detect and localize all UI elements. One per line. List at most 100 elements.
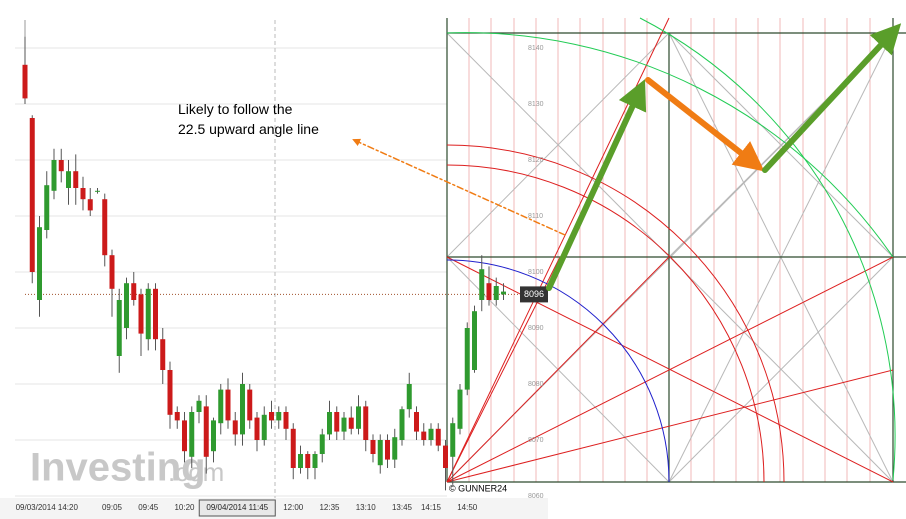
candle-body [87,199,93,211]
candle-body [37,227,42,300]
candle-body [153,288,158,340]
candle-body [247,389,253,421]
candle-body [276,412,282,421]
candle-body [443,445,448,468]
x-tick-label: 12:00 [283,503,304,512]
candle-body [298,454,303,468]
candle-body [73,171,79,188]
x-tick-label: 12:35 [319,503,340,512]
candle-body [116,300,122,356]
candle-body [232,420,238,435]
x-tick-label: 09:05 [102,503,123,512]
x-tick-label: 13:10 [356,503,377,512]
candle-body [29,118,35,272]
watermark-suffix: .com [168,457,224,487]
grid [15,47,447,497]
candle-body [370,440,376,454]
candle-body [254,417,260,440]
candle-body [189,412,195,457]
candle-body [334,412,340,432]
crosshair-label: 09/04/2014 11:45 [206,503,268,512]
y-tick-label: 8080 [528,381,544,388]
candle-body [414,412,419,432]
x-tick-label: 14:50 [457,503,478,512]
candle-body [66,171,71,188]
candle-body [399,409,405,440]
y-tick-label: 8100 [528,269,544,276]
candle-body [450,423,456,457]
candles [22,36,506,491]
candle-body [457,389,463,429]
arrows [352,23,902,291]
copyright: © GUNNER24 [449,483,507,493]
x-tick-label: 09/03/2014 14:20 [16,503,79,512]
candle-body [261,414,267,440]
candle-body [203,406,209,457]
candle-body [218,389,224,424]
candle-body [51,160,57,191]
candle-body [479,269,485,300]
candle-body [95,190,100,192]
candle-body [174,412,180,421]
watermark: Investing [30,446,206,490]
candle-body [377,440,383,466]
candle-body [145,288,151,340]
y-tick-label: 8060 [528,493,544,500]
candle-body [319,434,325,454]
candle-body [406,384,412,410]
last-price-box [520,286,548,303]
candle-body [196,400,202,412]
candle-body [211,420,216,452]
candle-body [385,440,390,460]
candle-body [131,283,137,300]
candle-body [160,339,166,370]
candle-body [124,283,129,328]
gann-overlay [446,17,906,483]
last-price-label: 8096 [524,289,544,299]
y-tick-label: 8140 [528,45,544,52]
x-tick-label: 14:15 [421,503,442,512]
y-tick-label: 8070 [528,437,544,444]
candle-body [348,417,354,429]
y-tick-label: 8090 [528,325,544,332]
candle-body [22,64,28,99]
candle-body [290,428,296,468]
candle-body [305,454,311,468]
candle-body [356,406,361,429]
candle-body [493,286,499,300]
candle-body [225,389,231,421]
candle-body [428,428,434,440]
candle-body [464,328,470,390]
candle-body [283,412,289,429]
x-tick-label: 09:45 [138,503,159,512]
y-axis: 8060 8070 8080 8090 8100 8110 8120 8130 8140 [528,45,544,500]
candle-body [80,188,86,200]
candle-body [363,406,369,440]
candle-body [327,412,332,435]
x-axis: 09/03/2014 14:20 09:05 09:45 10:20 12:00 12:3… [16,499,478,517]
candle-body [102,199,108,256]
candle-body [167,370,173,415]
candle-body [486,283,492,300]
candle-body [392,437,398,460]
candle-body [109,255,115,289]
crosshair-box [198,499,276,517]
candle-body [269,412,274,421]
candle-body [312,454,318,468]
y-tick-label: 8110 [528,213,543,220]
y-tick-label: 8120 [528,157,544,164]
candle-body [421,431,427,440]
candle-body [58,160,64,172]
x-tick-label: 13:45 [392,503,413,512]
candle-body [138,294,144,334]
candle-body [341,417,347,432]
candle-body [182,420,187,452]
candle-body [240,384,245,435]
y-tick-label: 8130 [528,101,544,108]
candle-body [472,311,477,370]
x-tick-label: 10:20 [174,503,195,512]
candle-body [501,291,506,295]
candle-body [44,185,50,230]
annotation: Likely to follow the 22.5 upward angle li… [178,101,319,137]
